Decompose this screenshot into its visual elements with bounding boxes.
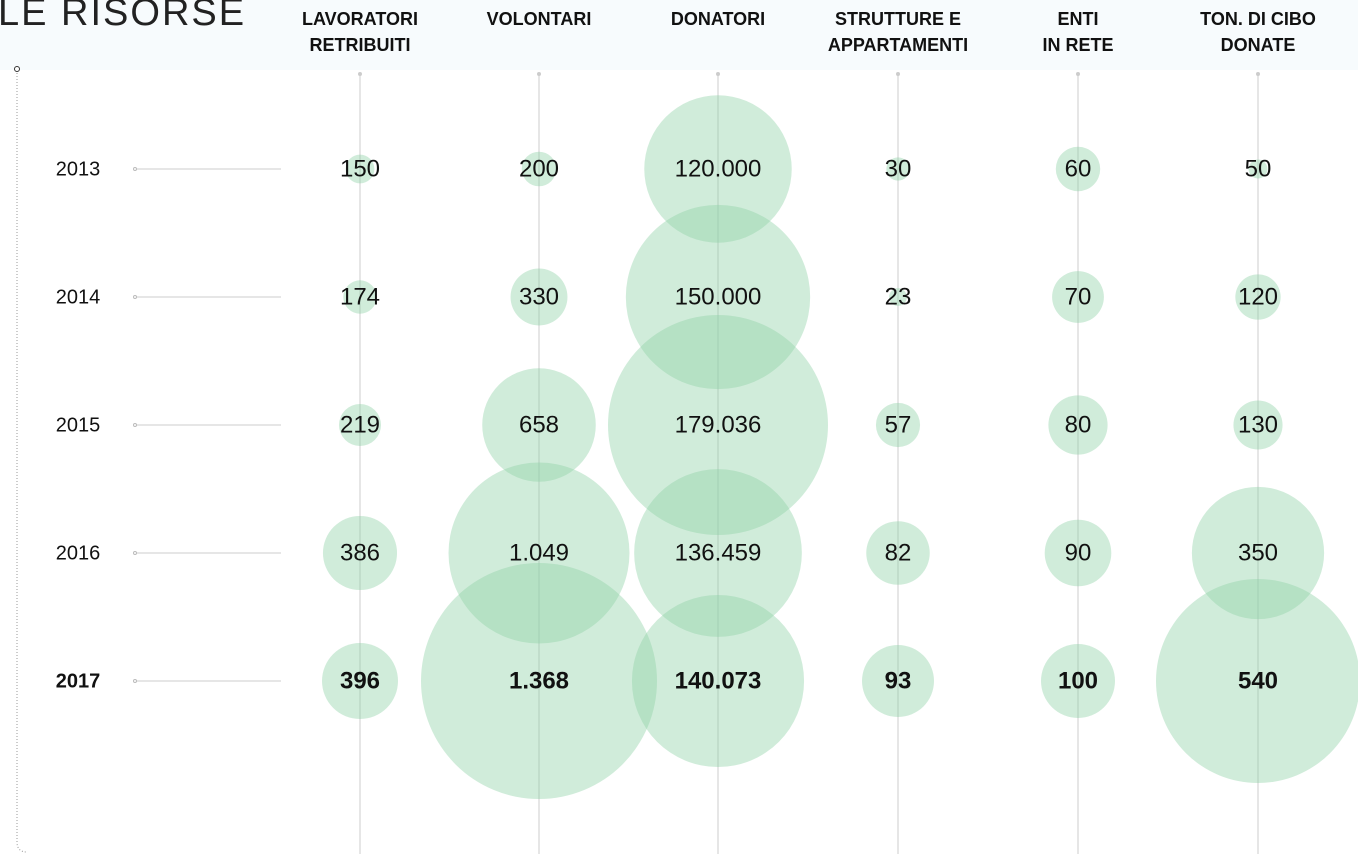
- year-label: 2017: [56, 670, 101, 692]
- bubble: [322, 643, 398, 719]
- bubble: [608, 315, 828, 535]
- bubble: [521, 151, 557, 187]
- bubble: [1235, 274, 1281, 320]
- bubble: [862, 645, 934, 717]
- column-header: ENTI IN RETE: [1042, 9, 1114, 55]
- bubble: [338, 403, 382, 447]
- bubble: [448, 462, 630, 644]
- bubble: [1233, 400, 1283, 450]
- bubble: [1048, 395, 1108, 455]
- column-dot: [537, 72, 541, 76]
- bubble: [644, 95, 792, 243]
- value-label: 540: [1238, 667, 1278, 694]
- value-label: 80: [1065, 411, 1092, 438]
- row-dot: [133, 423, 137, 427]
- column-header: LAVORATORI RETRIBUITI: [302, 9, 418, 55]
- value-label: 1.049: [509, 539, 569, 566]
- bubble: [510, 268, 568, 326]
- bubble: [634, 469, 802, 637]
- bubble: [1044, 519, 1112, 587]
- bubble: [866, 521, 930, 585]
- value-label: 82: [885, 539, 912, 566]
- value-label: 350: [1238, 539, 1278, 566]
- value-label: 60: [1065, 155, 1092, 182]
- column-dot: [896, 72, 900, 76]
- row-dot: [133, 295, 137, 299]
- value-label: 100: [1058, 667, 1098, 694]
- column-dot: [358, 72, 362, 76]
- value-label: 200: [519, 155, 559, 182]
- column-header: TON. DI CIBO DONATE: [1200, 9, 1316, 55]
- bubble: [1191, 486, 1325, 620]
- value-label: 120: [1238, 283, 1278, 310]
- value-label: 386: [340, 539, 380, 566]
- bubble: [345, 154, 375, 184]
- frame-dot: [14, 66, 20, 72]
- year-label: 2013: [56, 158, 101, 180]
- column-dot: [1256, 72, 1260, 76]
- bubble: [1055, 146, 1101, 192]
- value-label: 658: [519, 411, 559, 438]
- year-label: 2016: [56, 542, 101, 564]
- value-label: 1.368: [509, 667, 569, 694]
- bubble: [482, 368, 596, 482]
- value-label: 136.459: [675, 539, 762, 566]
- value-label: 70: [1065, 283, 1092, 310]
- chart-title: LE RISORSE: [0, 0, 247, 34]
- row-dot: [133, 551, 137, 555]
- year-label: 2015: [56, 414, 101, 436]
- value-label: 130: [1238, 411, 1278, 438]
- value-label: 330: [519, 283, 559, 310]
- column-dot: [716, 72, 720, 76]
- bubble: [421, 563, 657, 799]
- row-dot: [133, 167, 137, 171]
- value-label: 50: [1245, 155, 1272, 182]
- bubble: [886, 157, 910, 181]
- year-label: 2014: [56, 286, 101, 308]
- value-label: 120.000: [675, 155, 762, 182]
- value-label: 396: [340, 667, 380, 694]
- value-label: 90: [1065, 539, 1092, 566]
- value-label: 30: [885, 155, 912, 182]
- value-label: 150: [340, 155, 380, 182]
- column-header: DONATORI: [670, 9, 766, 29]
- bubble: [1041, 644, 1115, 718]
- value-label: 93: [885, 667, 912, 694]
- bubble: [1052, 271, 1104, 323]
- value-label: 179.036: [675, 411, 762, 438]
- column-header: VOLONTARI: [486, 9, 592, 29]
- bubble: [1248, 159, 1268, 179]
- bubbles: [322, 95, 1358, 799]
- row-dot: [133, 679, 137, 683]
- value-label: 174: [340, 283, 380, 310]
- labels: 150 174 219 386 396 200 330 658 1.049 1.368 120.00…: [340, 155, 1278, 694]
- bubble: [875, 402, 921, 448]
- column-header: STRUTTURE E APPARTAMENTI: [827, 9, 969, 55]
- bubble: [343, 280, 377, 314]
- value-label: 57: [885, 411, 912, 438]
- value-label: 219: [340, 411, 380, 438]
- header-band: [0, 0, 1358, 70]
- value-label: 150.000: [675, 283, 762, 310]
- bubble: [1156, 579, 1358, 783]
- bubble: [322, 515, 398, 591]
- value-label: 140.073: [675, 667, 762, 694]
- frame-line: [16, 70, 28, 853]
- column-dot: [1076, 72, 1080, 76]
- bubble: [631, 594, 805, 768]
- value-label: 23: [885, 283, 912, 310]
- bubble: [625, 204, 811, 390]
- bubble: [889, 288, 907, 306]
